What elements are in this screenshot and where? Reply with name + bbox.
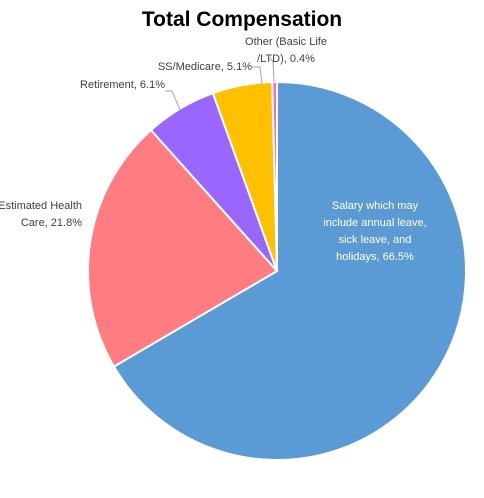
pie-slice: [87, 128, 279, 368]
slice-label: SS/Medicare, 5.1%: [158, 61, 252, 73]
pie-slice: [112, 80, 467, 461]
leader-line: [165, 90, 181, 111]
slice-label: Other (Basic Life/LTD), 0.4%: [245, 36, 327, 65]
chart-title: Total Compensation: [141, 8, 343, 31]
leader-line: [269, 57, 275, 83]
pie-slice: [271, 80, 278, 272]
slice-label: Estimated Health Care, 21.8%: [0, 200, 82, 229]
slice-label: Salary which may include annual leave, sic…: [323, 200, 426, 263]
slice-label: Retirement, 6.1%: [80, 79, 165, 91]
leader-line: [252, 66, 263, 85]
